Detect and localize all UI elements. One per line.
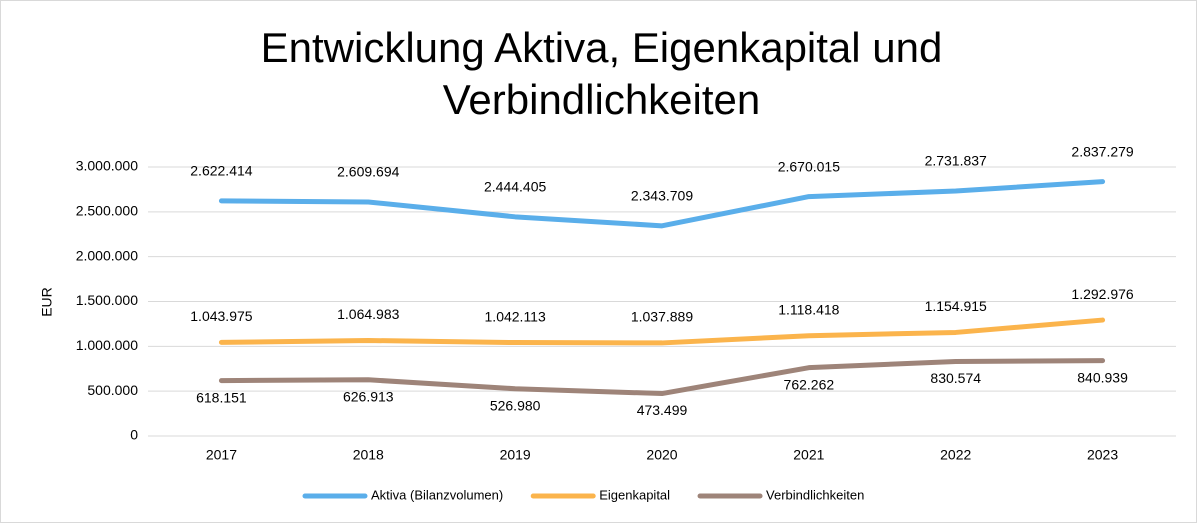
data-label: 473.499 [637, 402, 688, 418]
data-label: 526.980 [490, 397, 541, 413]
data-label: 2.444.405 [484, 179, 546, 195]
y-tick-label: 500.000 [87, 382, 138, 398]
data-label: 1.037.889 [631, 309, 693, 325]
series-line [218, 179, 1106, 229]
legend-label: Aktiva (Bilanzvolumen) [371, 487, 503, 502]
data-label: 840.939 [1077, 369, 1128, 385]
data-label: 1.042.113 [485, 308, 546, 324]
legend-label: Eigenkapital [599, 487, 670, 502]
data-label: 2.622.414 [190, 163, 252, 179]
data-label: 762.262 [784, 376, 835, 392]
y-tick-label: 2.000.000 [76, 247, 138, 263]
y-tick-label: 2.500.000 [76, 203, 138, 219]
data-label: 1.292.976 [1071, 286, 1133, 302]
y-axis-label: EUR [39, 287, 55, 317]
y-tick-label: 1.000.000 [76, 337, 138, 353]
series-line [218, 317, 1106, 346]
x-tick-label: 2023 [1087, 447, 1118, 463]
data-label: 1.064.983 [337, 306, 399, 322]
legend-label: Verbindlichkeiten [766, 487, 864, 502]
data-label: 2.731.837 [925, 153, 987, 169]
data-label: 830.574 [930, 370, 981, 386]
data-label: 2.609.694 [337, 164, 399, 180]
data-label: 2.343.709 [631, 188, 693, 204]
y-tick-label: 0 [130, 427, 138, 443]
x-tick-label: 2019 [500, 447, 531, 463]
data-label: 1.118.418 [778, 301, 839, 317]
series-line [218, 358, 1106, 397]
x-tick-label: 2017 [206, 447, 237, 463]
data-label: 1.043.975 [190, 308, 252, 324]
chart-title: Entwicklung Aktiva, Eigenkapital und Ver… [260, 24, 943, 123]
data-label: 1.154.915 [925, 298, 987, 314]
y-tick-label: 1.500.000 [76, 292, 138, 308]
x-tick-label: 2021 [793, 447, 824, 463]
data-label: 618.151 [196, 389, 247, 405]
data-label: 2.670.015 [778, 158, 840, 174]
data-label: 2.837.279 [1071, 143, 1133, 159]
y-tick-label: 3.000.000 [76, 158, 138, 174]
x-tick-label: 2022 [940, 447, 971, 463]
data-label: 626.913 [343, 388, 394, 404]
x-tick-label: 2020 [646, 447, 677, 463]
x-tick-label: 2018 [353, 447, 384, 463]
